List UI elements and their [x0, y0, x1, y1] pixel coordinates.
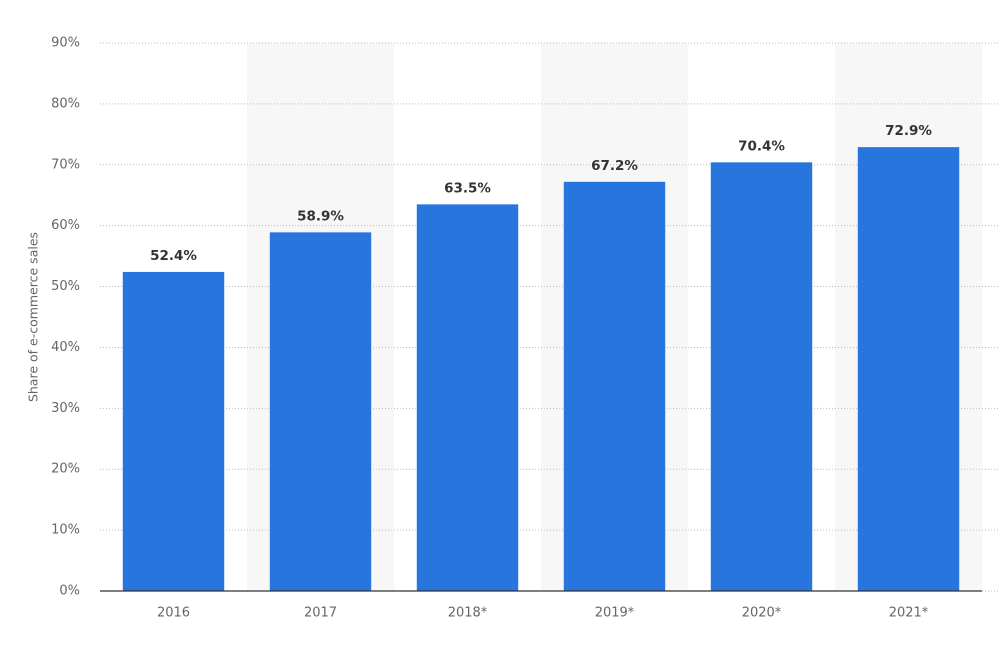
- x-tick-label: 2019*: [595, 606, 635, 621]
- y-tick-label: 30%: [51, 401, 80, 416]
- bar: [122, 271, 225, 591]
- y-tick-label: 40%: [51, 340, 80, 355]
- y-tick-label: 0%: [59, 584, 80, 599]
- x-tick-label: 2020*: [742, 606, 782, 621]
- y-tick-label: 70%: [51, 157, 80, 172]
- value-label: 70.4%: [738, 138, 785, 154]
- x-tick-label: 2021*: [889, 606, 929, 621]
- value-label: 58.9%: [297, 208, 344, 224]
- y-tick-label: 90%: [51, 36, 80, 51]
- bar: [269, 232, 372, 591]
- y-tick-label: 60%: [51, 218, 80, 233]
- y-axis-label: Share of e-commerce sales: [26, 232, 41, 402]
- bar: [416, 204, 519, 591]
- bar: [857, 147, 960, 591]
- y-tick-label: 80%: [51, 96, 80, 111]
- value-label: 72.9%: [885, 123, 932, 139]
- bar: [710, 162, 813, 591]
- x-tick-label: 2017: [304, 606, 337, 621]
- value-label: 63.5%: [444, 180, 491, 196]
- value-label: 67.2%: [591, 158, 638, 174]
- x-tick-label: 2016: [157, 606, 190, 621]
- y-tick-label: 10%: [51, 523, 80, 538]
- bar: [563, 181, 666, 591]
- y-tick-label: 20%: [51, 462, 80, 477]
- y-tick-label: 50%: [51, 279, 80, 294]
- value-label: 52.4%: [150, 248, 197, 264]
- x-tick-label: 2018*: [448, 606, 488, 621]
